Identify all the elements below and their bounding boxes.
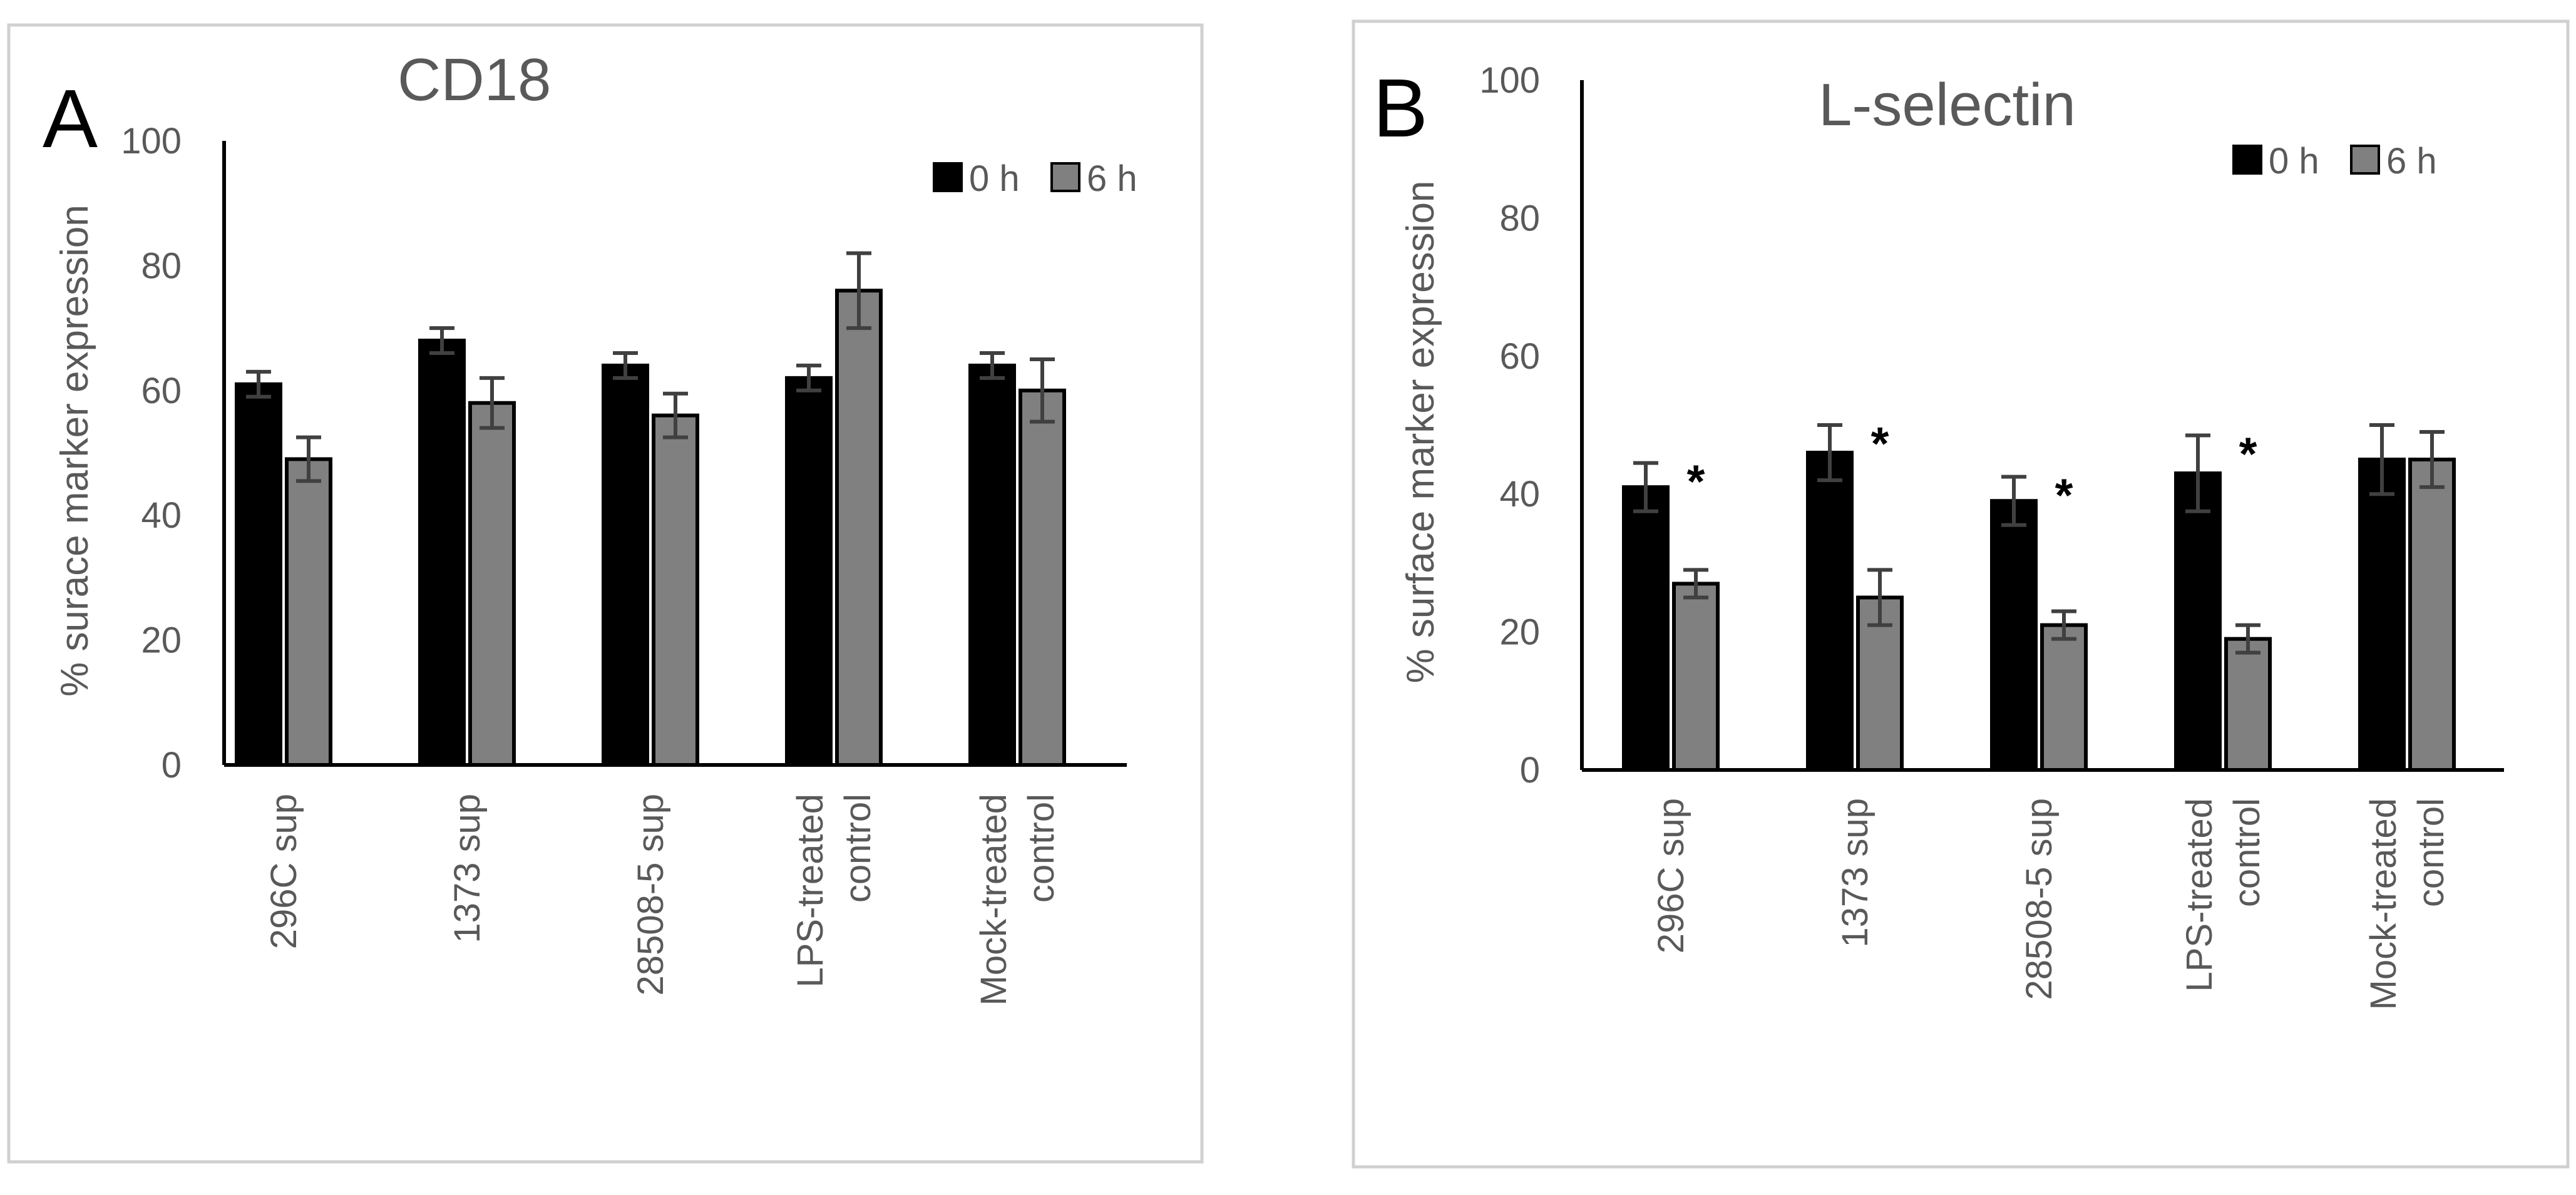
x-tick-label: control xyxy=(2411,798,2451,907)
panel-a-chart: A CD18 % surace marker expression 0 20 40 60 80… xyxy=(43,46,1137,1005)
y-tick-label: 80 xyxy=(1499,198,1540,238)
chart-title: CD18 xyxy=(398,46,551,113)
bar xyxy=(652,413,699,767)
bar xyxy=(2040,623,2088,772)
y-tick-label: 0 xyxy=(1520,750,1540,791)
legend-label: 0 h xyxy=(2269,141,2319,182)
y-tick-label: 20 xyxy=(141,620,182,661)
chart-title: L-selectin xyxy=(1819,71,2076,138)
panel-letter: B xyxy=(1373,62,1428,154)
bar xyxy=(2224,637,2272,772)
x-tick-label: 296C sup xyxy=(1651,798,1691,953)
y-tick-label: 100 xyxy=(1479,60,1540,101)
y-tick-label: 60 xyxy=(141,371,182,411)
x-tick-label: 28508-5 sup xyxy=(630,794,671,995)
x-tick-label: 296C sup xyxy=(264,794,304,949)
bar xyxy=(602,363,649,767)
panel-letter: A xyxy=(43,73,98,165)
y-tick-label: 100 xyxy=(121,121,182,162)
y-axis-label: % surace marker expression xyxy=(53,205,96,697)
y-tick-label: 20 xyxy=(1499,612,1540,653)
x-tick-label: control xyxy=(838,794,878,903)
x-tick-label: control xyxy=(2227,798,2267,907)
bar xyxy=(235,382,282,767)
x-tick-label: 1373 sup xyxy=(1835,798,1876,948)
x-tick-label: LPS-treated xyxy=(790,794,831,988)
x-tick-label: Mock-treated xyxy=(973,794,1014,1005)
legend-swatch xyxy=(2232,145,2262,175)
bar xyxy=(1672,582,1720,772)
y-tick-label: 0 xyxy=(162,745,182,786)
bar xyxy=(468,401,516,767)
bar xyxy=(968,363,1016,767)
x-tick-label: 28508-5 sup xyxy=(2019,798,2060,1000)
bar xyxy=(2408,458,2456,772)
bar xyxy=(2174,471,2222,772)
bar xyxy=(418,339,466,767)
bar xyxy=(1019,388,1066,767)
panel-b-chart: B L-selectin % surface marker expression 0 2… xyxy=(1373,60,2504,1010)
bar xyxy=(785,376,833,767)
y-tick-label: 40 xyxy=(1499,474,1540,515)
bar xyxy=(285,457,332,767)
legend-label: 6 h xyxy=(2386,141,2437,182)
bar xyxy=(1622,485,1670,772)
x-tick-label: LPS-treated xyxy=(2179,798,2220,992)
bar xyxy=(835,289,883,767)
bar xyxy=(1990,499,2038,772)
bar xyxy=(1806,451,1854,772)
y-axis-label: % surface marker expression xyxy=(1399,181,1442,684)
legend-label: 6 h xyxy=(1087,158,1137,199)
y-tick-label: 40 xyxy=(141,495,182,536)
significance-marker: * xyxy=(2055,469,2073,521)
significance-marker: * xyxy=(1871,418,1889,469)
legend-swatch xyxy=(933,162,963,192)
y-tick-label: 80 xyxy=(141,245,182,286)
legend-label: 0 h xyxy=(969,158,1020,199)
legend-swatch xyxy=(1050,162,1080,192)
significance-marker: * xyxy=(2239,428,2257,480)
y-tick-label: 60 xyxy=(1499,336,1540,377)
legend-swatch xyxy=(2350,145,2380,175)
bar xyxy=(2358,458,2406,772)
significance-marker: * xyxy=(1687,456,1705,508)
x-tick-label: control xyxy=(1021,794,1062,903)
x-tick-label: Mock-treated xyxy=(2363,798,2404,1010)
x-tick-label: 1373 sup xyxy=(447,794,488,943)
